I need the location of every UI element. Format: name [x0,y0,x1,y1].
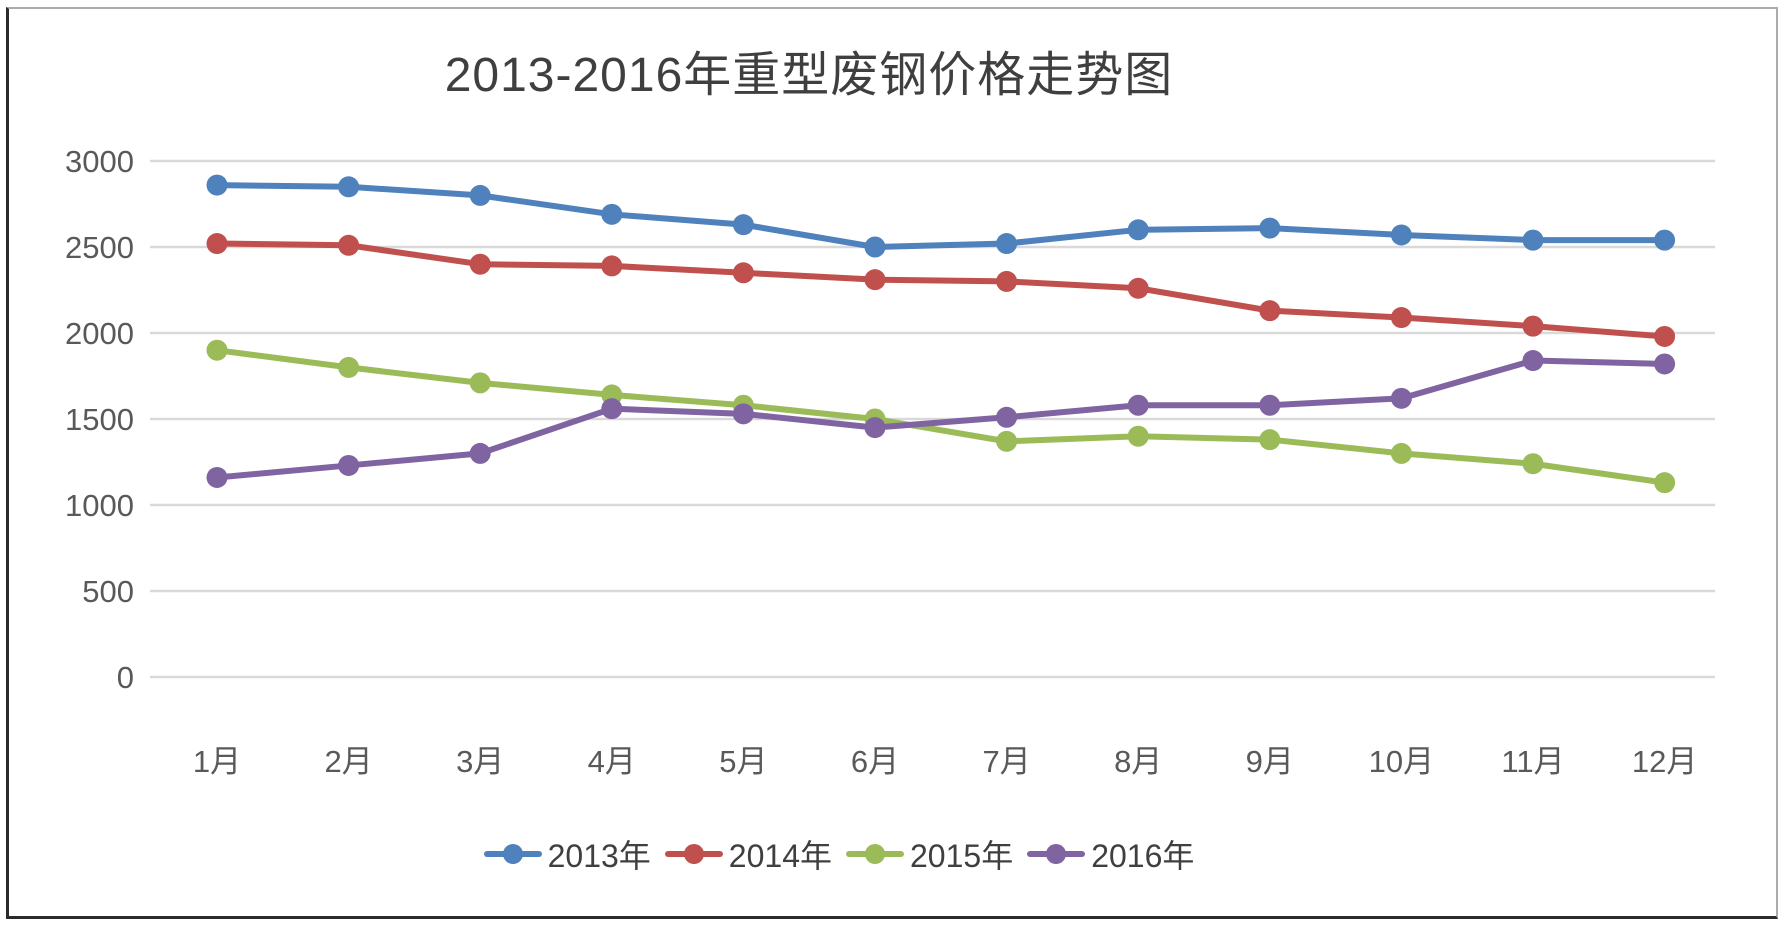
x-tick-label: 8月 [1114,744,1162,779]
data-point-2013年-12月 [1654,229,1676,251]
data-point-2013年-2月 [338,176,360,198]
legend-label: 2014年 [728,838,832,874]
data-point-2014年-1月 [206,233,228,255]
data-point-2013年-8月 [1127,219,1149,241]
x-tick-label: 11月 [1501,744,1564,779]
data-point-2014年-3月 [469,253,491,275]
series-line-2014年 [214,240,1668,340]
legend-label: 2016年 [1091,838,1195,874]
y-tick-label: 2000 [65,316,134,351]
series-line-2015年 [214,347,1668,486]
x-tick-label: 4月 [588,744,636,779]
line-chart-plot-area: 0 500 1000 1500 2000 2500 3000 1月 2月 3月 4月 5月 6月 7月 8月… [65,144,1715,779]
x-tick-label: 5月 [719,744,767,779]
data-point-2013年-1月 [206,174,228,196]
data-point-2014年-11月 [1522,315,1544,337]
series-line-2016年 [214,357,1668,481]
legend-line-marker-icon [846,842,904,866]
data-point-2014年-4月 [601,255,623,277]
data-point-2013年-5月 [732,214,754,236]
data-point-2016年-7月 [996,406,1018,428]
x-tick-label: 2月 [324,744,372,779]
data-point-2013年-9月 [1259,217,1281,239]
legend-item-2016年: 2016年 [1027,831,1194,877]
data-point-2013年-3月 [469,184,491,206]
data-point-2016年-4月 [601,398,623,420]
data-point-2014年-10月 [1390,307,1412,329]
y-tick-label: 0 [117,660,134,695]
x-tick-label: 6月 [851,744,899,779]
x-tick-label: 12月 [1632,744,1697,779]
data-point-2013年-4月 [601,203,623,225]
data-point-2016年-11月 [1522,350,1544,372]
data-point-2016年-5月 [732,403,754,425]
chart-legend: 2013年 2014年 2015年 2016年 [9,831,1669,877]
data-point-2013年-7月 [996,233,1018,255]
series-line-2013年 [214,182,1668,250]
chart-title: 2013-2016年重型废钢价格走势图 [444,49,1174,102]
data-point-2013年-10月 [1390,224,1412,246]
x-tick-label: 10月 [1369,744,1434,779]
data-point-2016年-2月 [338,454,360,476]
data-point-2014年-7月 [996,270,1018,292]
legend-item-2014年: 2014年 [664,831,832,877]
data-point-2013年-11月 [1522,229,1544,251]
data-point-2015年-2月 [338,356,360,378]
y-tick-label: 500 [82,574,134,609]
data-point-2015年-8月 [1127,425,1149,447]
data-point-2015年-10月 [1390,442,1412,464]
y-tick-label: 2500 [65,230,134,265]
legend-item-2013年: 2013年 [483,831,651,877]
data-point-2016年-9月 [1259,394,1281,416]
legend-label: 2013年 [547,838,651,874]
chart-frame: 2013-2016年重型废钢价格走势图 0 500 1000 1500 2000 2500… [6,7,1778,919]
legend-label: 2015年 [910,838,1014,874]
data-point-2014年-12月 [1654,325,1676,347]
legend-line-marker-icon [1027,842,1086,866]
data-point-2014年-5月 [732,262,754,284]
data-point-2015年-11月 [1522,453,1544,475]
data-point-2014年-8月 [1127,277,1149,299]
data-point-2016年-3月 [469,442,491,464]
x-tick-label: 9月 [1246,744,1294,779]
data-point-2016年-6月 [864,417,886,439]
data-point-2015年-1月 [206,339,228,361]
legend-line-marker-icon [483,842,542,866]
data-point-2015年-9月 [1259,429,1281,451]
x-tick-label: 3月 [456,744,504,779]
x-tick-label: 7月 [982,744,1030,779]
data-point-2015年-7月 [996,430,1018,452]
data-point-2014年-2月 [338,234,360,256]
data-point-2015年-3月 [469,372,491,394]
data-point-2013年-6月 [864,236,886,258]
data-point-2014年-9月 [1259,300,1281,322]
data-point-2015年-12月 [1654,472,1676,494]
y-tick-label: 1000 [65,488,134,523]
data-point-2016年-1月 [206,466,228,488]
data-point-2014年-6月 [864,269,886,291]
y-tick-label: 1500 [65,402,134,437]
data-point-2016年-12月 [1654,353,1676,375]
legend-line-marker-icon [664,842,723,866]
data-point-2016年-10月 [1390,387,1412,409]
y-tick-label: 3000 [65,144,134,179]
data-point-2016年-8月 [1127,394,1149,416]
x-tick-label: 1月 [193,744,241,779]
legend-item-2015年: 2015年 [846,831,1013,877]
